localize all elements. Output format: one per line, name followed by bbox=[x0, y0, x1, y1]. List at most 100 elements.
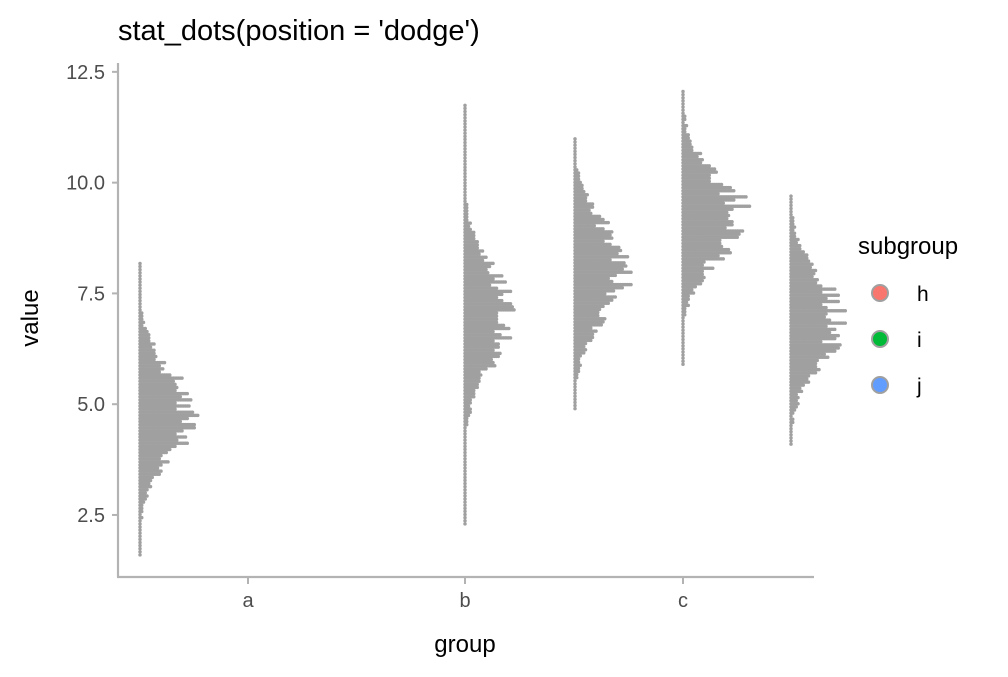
dot bbox=[180, 429, 184, 433]
dot bbox=[138, 301, 142, 306]
dot bbox=[187, 404, 191, 408]
dot bbox=[512, 308, 516, 312]
dot bbox=[686, 294, 690, 298]
dot bbox=[791, 417, 795, 422]
dot bbox=[152, 342, 156, 346]
dot bbox=[484, 267, 488, 272]
dot bbox=[718, 238, 722, 243]
dot bbox=[596, 313, 600, 318]
dot bbox=[463, 181, 467, 185]
dot bbox=[463, 119, 467, 123]
dot bbox=[491, 360, 495, 365]
dot bbox=[681, 102, 685, 106]
dot bbox=[808, 265, 812, 270]
dot bbox=[819, 302, 823, 307]
dot bbox=[463, 506, 467, 511]
dot bbox=[138, 553, 142, 557]
dot bbox=[601, 304, 605, 309]
dot bbox=[138, 289, 142, 294]
dot bbox=[683, 309, 687, 314]
dot bbox=[583, 196, 588, 200]
dot bbox=[712, 167, 717, 171]
dot bbox=[496, 342, 500, 346]
dot bbox=[143, 326, 147, 331]
dot bbox=[613, 295, 617, 299]
dot bbox=[463, 177, 467, 182]
dot bbox=[789, 194, 793, 198]
dot bbox=[173, 407, 177, 411]
y-axis-ticks: 2.55.07.510.012.5 bbox=[66, 62, 118, 527]
dot bbox=[792, 408, 797, 412]
dot bbox=[810, 262, 814, 267]
dot bbox=[613, 273, 617, 278]
dot bbox=[789, 442, 793, 446]
dot bbox=[148, 345, 153, 349]
dot bbox=[468, 410, 472, 414]
dot bbox=[601, 227, 605, 231]
dot bbox=[573, 155, 577, 160]
dot bbox=[583, 347, 588, 352]
legend-key-h bbox=[871, 284, 889, 302]
dot bbox=[463, 112, 467, 117]
dot bbox=[620, 285, 624, 290]
dot bbox=[833, 327, 837, 332]
dot bbox=[159, 469, 163, 473]
dot bbox=[472, 233, 476, 238]
dot bbox=[168, 447, 172, 452]
dot bbox=[686, 297, 690, 301]
dot bbox=[707, 173, 711, 177]
dot bbox=[681, 92, 685, 97]
dot bbox=[185, 441, 189, 445]
dot bbox=[171, 379, 175, 383]
dot bbox=[819, 284, 823, 288]
dot bbox=[700, 269, 704, 274]
dot bbox=[681, 99, 685, 103]
dot bbox=[791, 216, 795, 220]
dot bbox=[463, 125, 467, 129]
dot bbox=[590, 332, 595, 336]
dot bbox=[463, 469, 467, 473]
dot bbox=[162, 360, 167, 365]
dot bbox=[573, 149, 577, 154]
dot bbox=[791, 228, 795, 232]
dot bbox=[681, 337, 685, 342]
dot bbox=[590, 205, 595, 209]
dot bbox=[681, 347, 685, 351]
dot bbox=[145, 487, 149, 492]
dot bbox=[725, 216, 729, 221]
dot bbox=[463, 444, 467, 449]
dot bbox=[681, 353, 685, 357]
dot bbox=[468, 398, 472, 402]
dot bbox=[728, 185, 732, 190]
dot bbox=[463, 484, 467, 489]
dot bbox=[716, 254, 720, 258]
dot bbox=[580, 183, 584, 188]
dot bbox=[606, 220, 610, 225]
dot bbox=[794, 392, 798, 397]
dot bbox=[463, 103, 467, 108]
dot bbox=[465, 218, 469, 222]
dot bbox=[794, 405, 798, 409]
dot bbox=[463, 466, 467, 470]
dot bbox=[500, 298, 504, 303]
dot bbox=[465, 422, 469, 427]
dot bbox=[463, 187, 467, 191]
dot bbox=[155, 466, 160, 470]
dot bbox=[798, 243, 802, 248]
dot bbox=[475, 385, 479, 390]
dot bbox=[824, 296, 828, 301]
dot bbox=[726, 213, 731, 218]
dot bbox=[463, 140, 467, 145]
dot bbox=[573, 140, 577, 144]
dot bbox=[185, 416, 189, 421]
dot bbox=[463, 159, 467, 163]
dot bbox=[573, 394, 577, 398]
dot bbox=[491, 339, 495, 343]
dot bbox=[159, 463, 163, 467]
dot bbox=[813, 361, 818, 366]
dot bbox=[140, 509, 144, 514]
dot bbox=[843, 321, 847, 325]
dot bbox=[463, 156, 467, 160]
dot bbox=[681, 325, 685, 329]
